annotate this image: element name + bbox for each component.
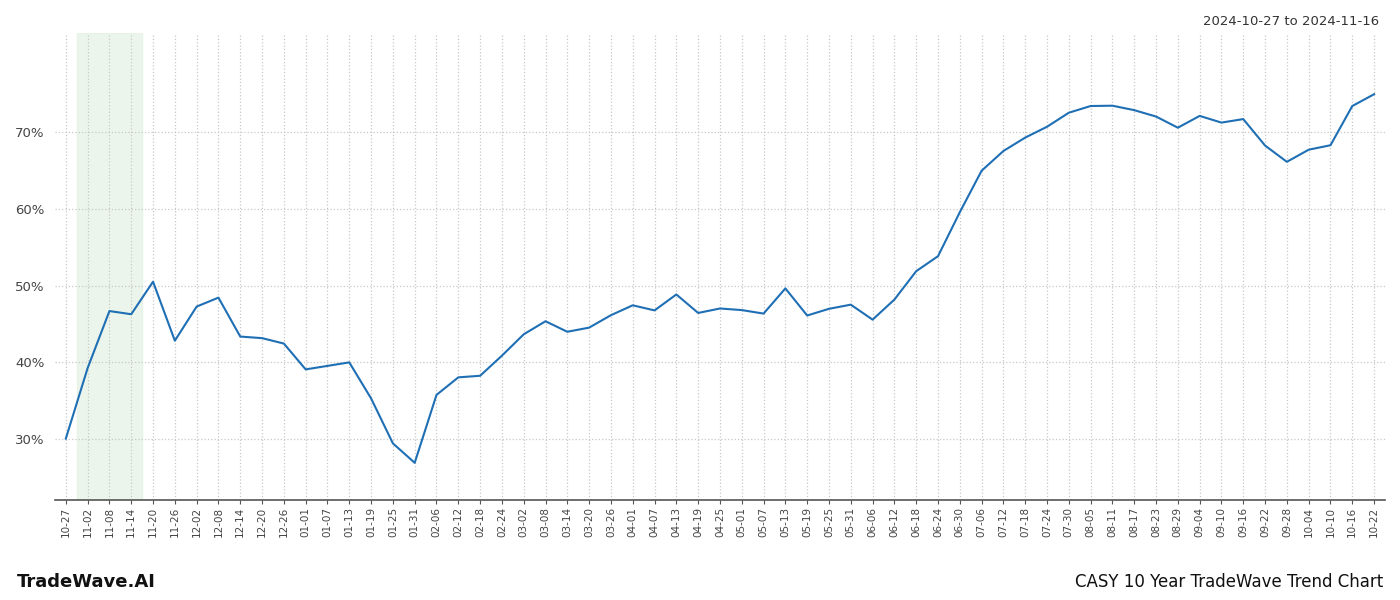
Text: 2024-10-27 to 2024-11-16: 2024-10-27 to 2024-11-16 xyxy=(1203,15,1379,28)
Text: TradeWave.AI: TradeWave.AI xyxy=(17,573,155,591)
Text: CASY 10 Year TradeWave Trend Chart: CASY 10 Year TradeWave Trend Chart xyxy=(1075,573,1383,591)
Bar xyxy=(77,33,143,500)
